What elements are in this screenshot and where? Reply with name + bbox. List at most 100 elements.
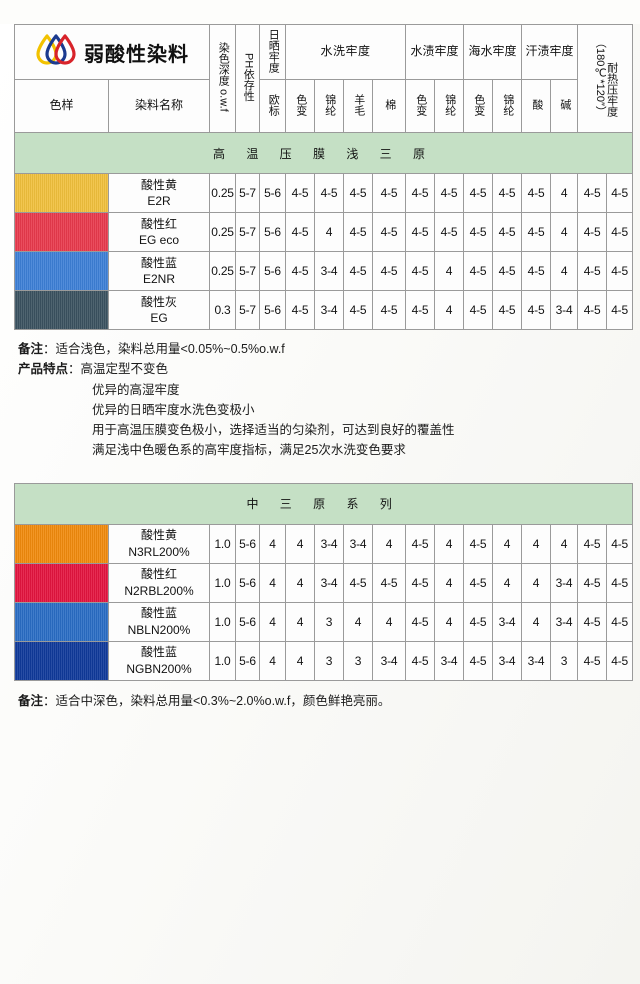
dye-name-cell: 酸性蓝 NBLN200% [108,601,210,642]
fastness-value-cell: 4-5 [463,640,493,681]
section-1-features-label: 产品特点 [18,362,69,377]
fastness-value-cell: 3-4 [550,562,578,603]
section-2-remark-sep: ： [43,693,56,708]
fastness-value-cell: 4-5 [371,173,407,213]
fastness-value-cell: 3-4 [343,523,373,564]
fastness-value-cell: 4-5 [343,173,373,213]
fastness-value-cell: 4 [434,290,465,330]
table-row: 酸性蓝 NGBN200% 1.0 5-6 4 4 3 3 3-4 4-5 3-4 4-5 3-4 3-4 3… [14,640,634,681]
color-swatch-cell [14,251,109,291]
section-1-remark-sep: ： [43,342,56,356]
header-group-water-fastness: 水渍牢度 [405,24,465,80]
fastness-value-cell: 4-5 [405,251,436,291]
table-header-row-subs: 色样 染料名称 欧标 色变 锦纶 羊毛 棉 色变 锦纶 色变 锦纶 酸 碱 [14,79,633,133]
header-sub-sea-nylon: 锦纶 [492,79,523,133]
fastness-value-cell: 4 [285,601,315,642]
fastness-table-section-1: 弱酸性染料 染色深度 o.w.f PH依存性 日晒牢度 水洗牢度 水渍牢度 海水… [13,24,634,330]
fastness-value-cell: 4-5 [371,212,407,252]
section-1-features-sep: ： [68,362,81,377]
fastness-value-cell: 4-5 [405,173,436,213]
fastness-value-cell: 4-5 [434,173,465,213]
fastness-value-cell: 5-7 [235,212,260,252]
header-sub-wash-wool: 羊毛 [343,79,373,133]
header-group-wash-fastness: 水洗牢度 [284,24,407,80]
fastness-value-cell: 4-5 [372,562,406,603]
fastness-value-cell: 4 [492,562,522,603]
header-sub-wash-cotton: 棉 [371,79,407,133]
section-1-feature-0: 高温定型不变色 [80,362,169,377]
color-swatch [15,602,108,641]
section-2-title: 中 三 原 系 列 [13,482,634,525]
fastness-value-cell: 4 [259,523,286,564]
fastness-value-cell: 3-4 [492,640,522,681]
fastness-value-cell: 4 [521,601,551,642]
section-1-title: 高 温 压 膜 浅 三 原 [13,132,634,174]
fastness-value-cell: 5-7 [235,251,260,291]
fastness-value-cell: 0.3 [209,290,236,330]
fastness-value-cell: 3 [550,640,578,681]
header-col-swatch: 色样 [14,79,109,133]
fastness-value-cell: 4-5 [343,290,373,330]
fastness-value-cell: 3 [314,640,344,681]
fastness-value-cell: 4-5 [577,212,608,252]
fastness-value-cell: 0.25 [209,251,236,291]
section-1-feature-2: 优异的日晒牢度水洗色变极小 [92,402,255,417]
fastness-value-cell: 4-5 [405,601,435,642]
dye-name-cn: 酸性黄 [140,177,177,192]
color-swatch-cell [14,523,109,564]
fastness-value-cell: 4-5 [463,601,493,642]
section-1-remark-line: 备注：适合浅色，染料总用量<0.05%~0.5%o.w.f [18,339,626,359]
header-sub-light-eu: 欧标 [259,79,286,133]
dye-name-cell: 酸性黄 E2R [108,173,210,213]
fastness-value-cell: 4-5 [577,251,608,291]
fastness-value-cell: 1.0 [209,640,236,681]
fastness-value-cell: 4-5 [492,212,523,252]
fastness-value-cell: 4-5 [463,523,493,564]
fastness-value-cell: 5-7 [235,290,260,330]
fastness-value-cell: 5-6 [235,601,260,642]
fastness-value-cell: 4-5 [606,212,634,252]
table-row: 酸性蓝 E2NR 0.25 5-7 5-6 4-5 3-4 4-5 4-5 4-5 4 4-5 4-5 4… [14,251,634,291]
fastness-value-cell: 4-5 [285,251,315,291]
dye-name-code: NGBN200% [126,661,192,676]
header-group-light-fastness: 日晒牢度 [259,24,286,80]
section-1-feature-1: 优异的高湿牢度 [92,382,180,397]
fastness-value-cell: 3-4 [372,640,406,681]
color-swatch-cell [14,212,109,252]
header-group-heatpress-fastness: （180℃*120″）耐热压牢度 [577,24,634,133]
table-row: 酸性灰 EG 0.3 5-7 5-6 4-5 3-4 4-5 4-5 4-5 4 4-5 4-5 4-5 3… [14,290,634,330]
section-2-remark-text: 适合中深色，染料总用量<0.3%~2.0%o.w.f，颜色鲜艳亮丽。 [55,693,391,708]
table-header-row-groups: 弱酸性染料 染色深度 o.w.f PH依存性 日晒牢度 水洗牢度 水渍牢度 海水… [14,24,634,133]
fastness-value-cell: 4-5 [606,290,634,330]
dye-name-code: N2RBL200% [124,583,194,598]
header-sub-water-shade: 色变 [405,79,436,133]
fastness-value-cell: 4-5 [405,523,435,564]
fastness-value-cell: 3-4 [314,523,344,564]
fastness-value-cell: 4-5 [577,173,608,213]
dye-name-cn: 酸性蓝 [140,645,177,660]
fastness-value-cell: 4-5 [285,290,315,330]
dye-name-code: N3RL200% [128,544,190,559]
fastness-value-cell: 4-5 [343,562,373,603]
fastness-value-cell: 4-5 [405,290,436,330]
fastness-value-cell: 4-5 [343,212,373,252]
section-gap [14,461,626,483]
fastness-value-cell: 1.0 [209,562,236,603]
color-swatch-cell [14,640,109,681]
fastness-value-cell: 4-5 [314,173,344,213]
fastness-value-cell: 4-5 [605,562,634,603]
fastness-value-cell: 4-5 [405,640,435,681]
fastness-value-cell: 3-4 [314,251,344,291]
fastness-value-cell: 4-5 [285,173,315,213]
color-swatch [15,252,108,290]
fastness-value-cell: 4 [521,562,551,603]
dye-name-cn: 酸性蓝 [140,606,177,621]
fastness-value-cell: 4 [259,640,286,681]
fastness-value-cell: 1.0 [209,523,236,564]
fastness-value-cell: 4-5 [577,601,607,642]
fastness-value-cell: 1.0 [209,601,236,642]
section-2-band: 中 三 原 系 列 [13,482,634,525]
section-2-notes: 备注：适合中深色，染料总用量<0.3%~2.0%o.w.f，颜色鲜艳亮丽。 [14,691,626,711]
fastness-value-cell: 5-6 [259,173,286,213]
fastness-value-cell: 0.25 [209,212,236,252]
